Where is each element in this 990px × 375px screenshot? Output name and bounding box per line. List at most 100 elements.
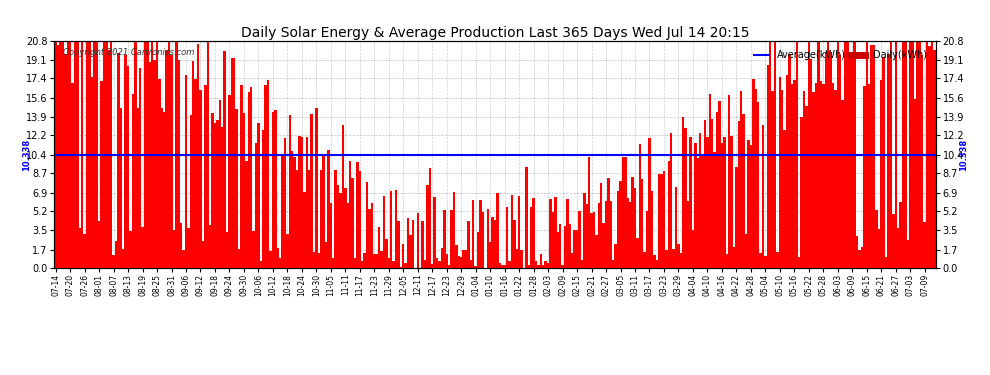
Bar <box>378 227 380 268</box>
Bar <box>914 99 916 268</box>
Bar <box>392 261 395 268</box>
Bar <box>414 267 417 268</box>
Bar <box>417 213 419 268</box>
Bar <box>457 256 460 268</box>
Bar <box>257 123 259 268</box>
Bar <box>250 87 252 268</box>
Bar <box>769 40 771 268</box>
Bar <box>74 34 76 268</box>
Bar <box>144 34 147 268</box>
Bar <box>450 210 452 268</box>
Bar <box>645 211 648 268</box>
Bar <box>598 203 600 268</box>
Bar <box>771 92 774 268</box>
Bar <box>489 242 491 268</box>
Bar <box>93 34 95 268</box>
Bar <box>76 34 78 268</box>
Bar <box>281 154 284 268</box>
Bar <box>221 127 224 268</box>
Text: Copyright 2021 Cartronics.com: Copyright 2021 Cartronics.com <box>63 48 195 57</box>
Bar <box>496 194 499 268</box>
Bar <box>924 222 926 268</box>
Bar <box>912 34 914 268</box>
Bar <box>439 261 441 268</box>
Bar <box>533 198 535 268</box>
Bar <box>127 66 130 268</box>
Bar <box>482 212 484 268</box>
Bar <box>238 249 241 268</box>
Bar <box>271 112 274 268</box>
Bar <box>86 41 88 268</box>
Bar <box>147 34 148 268</box>
Bar <box>340 193 342 268</box>
Bar <box>563 226 566 268</box>
Bar <box>670 133 672 268</box>
Bar <box>653 255 655 268</box>
Bar <box>397 221 400 268</box>
Bar <box>192 61 194 268</box>
Bar <box>264 85 267 268</box>
Bar <box>499 263 501 268</box>
Bar <box>182 250 185 268</box>
Bar <box>229 95 231 268</box>
Bar <box>873 45 875 268</box>
Bar <box>330 203 332 268</box>
Bar <box>56 45 59 268</box>
Bar <box>477 232 479 268</box>
Bar <box>170 56 172 268</box>
Bar <box>100 81 103 268</box>
Bar <box>95 34 98 268</box>
Bar <box>204 85 207 268</box>
Bar <box>687 201 689 268</box>
Bar <box>151 34 153 268</box>
Text: 10.338: 10.338 <box>959 139 968 171</box>
Bar <box>236 109 238 268</box>
Bar <box>325 243 328 268</box>
Title: Daily Solar Energy & Average Production Last 365 Days Wed Jul 14 20:15: Daily Solar Energy & Average Production … <box>241 26 749 40</box>
Bar <box>588 158 590 268</box>
Bar <box>880 80 882 268</box>
Bar <box>284 138 286 268</box>
Bar <box>612 260 615 268</box>
Bar <box>827 41 830 268</box>
Bar <box>885 257 887 268</box>
Bar <box>308 170 310 268</box>
Bar <box>779 77 781 268</box>
Bar <box>648 138 650 268</box>
Bar <box>921 55 924 268</box>
Bar <box>607 178 610 268</box>
Bar <box>262 130 264 268</box>
Bar <box>581 260 583 268</box>
Bar <box>902 34 904 268</box>
Bar <box>233 58 236 268</box>
Bar <box>662 171 665 268</box>
Bar <box>865 34 868 268</box>
Bar <box>165 50 168 268</box>
Bar <box>759 253 761 268</box>
Bar <box>723 137 726 268</box>
Bar <box>810 59 813 268</box>
Bar <box>511 195 513 268</box>
Bar <box>252 231 254 268</box>
Bar <box>543 265 545 268</box>
Bar <box>931 34 934 268</box>
Bar <box>348 161 351 268</box>
Bar <box>535 261 538 268</box>
Bar <box>469 260 472 268</box>
Bar <box>345 188 346 268</box>
Bar <box>177 60 180 268</box>
Bar <box>323 154 325 268</box>
Bar <box>624 157 627 268</box>
Bar <box>895 34 897 268</box>
Bar <box>573 230 576 268</box>
Bar <box>501 266 504 268</box>
Bar <box>436 258 439 268</box>
Bar <box>431 264 434 268</box>
Bar <box>719 101 721 268</box>
Bar <box>122 249 125 268</box>
Bar <box>868 84 870 268</box>
Bar <box>447 266 450 268</box>
Bar <box>934 50 936 268</box>
Bar <box>680 252 682 268</box>
Bar <box>615 244 617 268</box>
